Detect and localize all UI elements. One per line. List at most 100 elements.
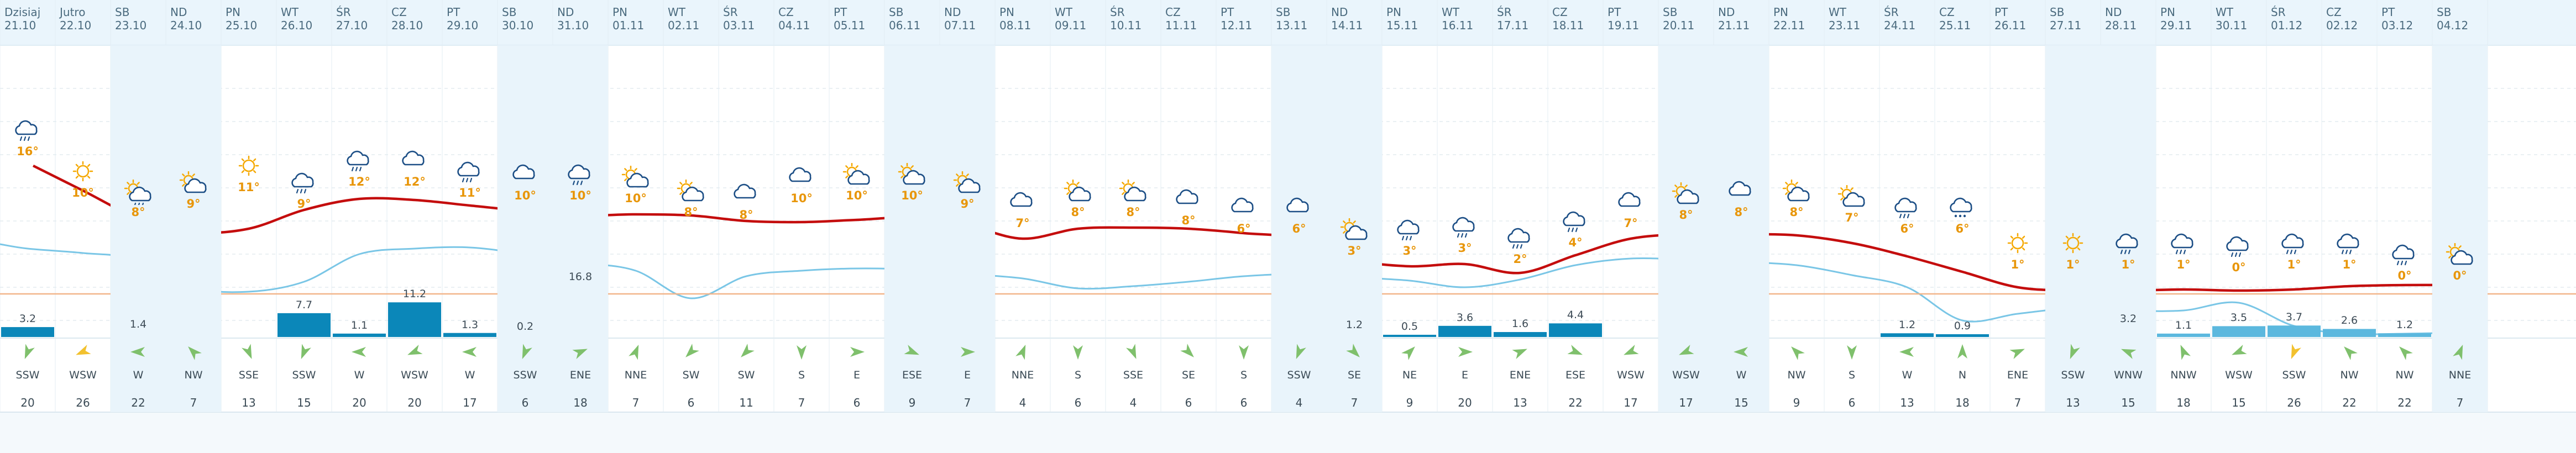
day-header[interactable]: ND 21.11 [1714, 6, 1769, 32]
day-header[interactable]: ŚR 01.12 [2266, 6, 2322, 32]
cloud-icon [719, 182, 774, 208]
day-weather: 10° [553, 163, 608, 202]
day-header[interactable]: PN 25.10 [221, 6, 276, 32]
day-header[interactable]: ŚR 03.11 [719, 6, 774, 32]
day-header[interactable]: SB 20.11 [1658, 6, 1714, 32]
wind-cell: NW 9 [1769, 338, 1824, 409]
day-header[interactable]: CZ 18.11 [1548, 6, 1603, 32]
day-date: 22.11 [1773, 19, 1805, 32]
temperature-label: 8° [1679, 208, 1693, 222]
precipitation-bar [443, 333, 496, 337]
wind-direction: E [853, 369, 860, 381]
day-header[interactable]: ND 24.10 [166, 6, 221, 32]
wind-speed: 15 [2121, 396, 2135, 409]
wind-cell: NW 22 [2322, 338, 2377, 409]
day-header[interactable]: SB 13.11 [1271, 6, 1327, 32]
day-weather: 7° [1603, 191, 1658, 229]
day-weather: 11° [221, 155, 276, 193]
day-date: 21.11 [1718, 19, 1750, 32]
wind-direction: WSW [401, 369, 428, 381]
precipitation-value: 1.3 [461, 318, 479, 331]
wind-arrow-icon [1050, 343, 1106, 361]
day-header[interactable]: WT 23.11 [1824, 6, 1879, 32]
wind-direction: SSW [15, 369, 40, 381]
day-header[interactable]: CZ 28.10 [387, 6, 442, 32]
day-header[interactable]: CZ 02.12 [2322, 6, 2377, 32]
day-date: 22.10 [60, 19, 92, 32]
day-header[interactable]: Dzisiaj 21.10 [0, 6, 55, 32]
day-header[interactable]: ŚR 27.10 [332, 6, 387, 32]
day-header[interactable]: SB 30.10 [498, 6, 553, 32]
day-header[interactable]: WT 09.11 [1050, 6, 1106, 32]
day-header[interactable]: ND 14.11 [1327, 6, 1382, 32]
day-header[interactable]: WT 02.11 [663, 6, 719, 32]
day-header[interactable]: SB 23.10 [111, 6, 166, 32]
day-date: 29.10 [447, 19, 479, 32]
cloud-icon [1161, 188, 1216, 213]
day-header[interactable]: PT 03.12 [2377, 6, 2432, 32]
day-header[interactable]: PT 05.11 [829, 6, 884, 32]
day-header[interactable]: PN 29.11 [2156, 6, 2211, 32]
day-header[interactable]: PN 01.11 [608, 6, 663, 32]
day-header[interactable]: PN 08.11 [995, 6, 1050, 32]
footer-band [0, 412, 2576, 453]
day-name: SB [1663, 6, 1678, 19]
day-date: 24.10 [170, 19, 202, 32]
wind-direction: ENE [569, 369, 591, 381]
day-header[interactable]: ND 31.10 [553, 6, 608, 32]
day-header[interactable]: Jutro 22.10 [55, 6, 111, 32]
wind-speed: 6 [1074, 396, 1082, 409]
wind-speed: 18 [1955, 396, 1970, 409]
wind-direction: S [1848, 369, 1856, 381]
temperature-label: 9° [960, 197, 975, 210]
sun-cloud-icon [884, 163, 940, 188]
wind-cell: E 20 [1437, 338, 1493, 409]
day-date: 15.11 [1386, 19, 1418, 32]
day-weather: 3° [1382, 218, 1437, 257]
day-header[interactable]: WT 16.11 [1437, 6, 1493, 32]
day-header[interactable]: PT 26.11 [1990, 6, 2045, 32]
wind-speed: 7 [964, 396, 971, 409]
wind-speed: 4 [1129, 396, 1137, 409]
day-header[interactable]: ŚR 17.11 [1493, 6, 1548, 32]
cloud-icon [774, 166, 829, 191]
wind-arrow-icon [663, 343, 719, 361]
day-header[interactable]: PN 22.11 [1769, 6, 1824, 32]
day-header[interactable]: SB 06.11 [884, 6, 940, 32]
day-header[interactable]: CZ 25.11 [1935, 6, 1990, 32]
precipitation-bar [2268, 325, 2321, 337]
day-header[interactable]: PT 29.10 [442, 6, 498, 32]
day-header[interactable]: CZ 11.11 [1161, 6, 1216, 32]
day-header[interactable]: ŚR 10.11 [1106, 6, 1161, 32]
day-header[interactable]: PN 15.11 [1382, 6, 1437, 32]
wind-arrow-icon [1769, 343, 1824, 361]
day-name: WT [1829, 6, 1846, 19]
wind-cell: SE 7 [1327, 338, 1382, 409]
wind-speed: 13 [1900, 396, 1914, 409]
day-name: PN [1386, 6, 1402, 19]
sun-cloud-icon [1106, 180, 1161, 205]
day-header[interactable]: CZ 04.11 [774, 6, 829, 32]
day-header[interactable]: PT 19.11 [1603, 6, 1658, 32]
day-header[interactable]: WT 26.10 [276, 6, 332, 32]
day-header[interactable]: SB 27.11 [2045, 6, 2101, 32]
day-header[interactable]: WT 30.11 [2211, 6, 2266, 32]
day-header[interactable]: ND 28.11 [2101, 6, 2156, 32]
wind-cell: W 22 [111, 338, 166, 409]
precipitation-value: 1.1 [350, 319, 368, 331]
day-header[interactable]: ND 07.11 [940, 6, 995, 32]
temperature-label: 12° [348, 175, 370, 188]
cloud-icon [995, 191, 1050, 216]
day-header[interactable]: SB 04.12 [2432, 6, 2488, 32]
day-header[interactable]: PT 12.11 [1216, 6, 1271, 32]
wind-cell: WSW 17 [1603, 338, 1658, 409]
day-date: 31.10 [557, 19, 589, 32]
temperature-label: 8° [1734, 206, 1748, 219]
wind-direction: N [1958, 369, 1967, 381]
day-header[interactable]: ŚR 24.11 [1879, 6, 1935, 32]
day-name: CZ [1552, 6, 1568, 19]
wind-speed: 22 [131, 396, 145, 409]
wind-arrow-icon [1327, 343, 1382, 361]
